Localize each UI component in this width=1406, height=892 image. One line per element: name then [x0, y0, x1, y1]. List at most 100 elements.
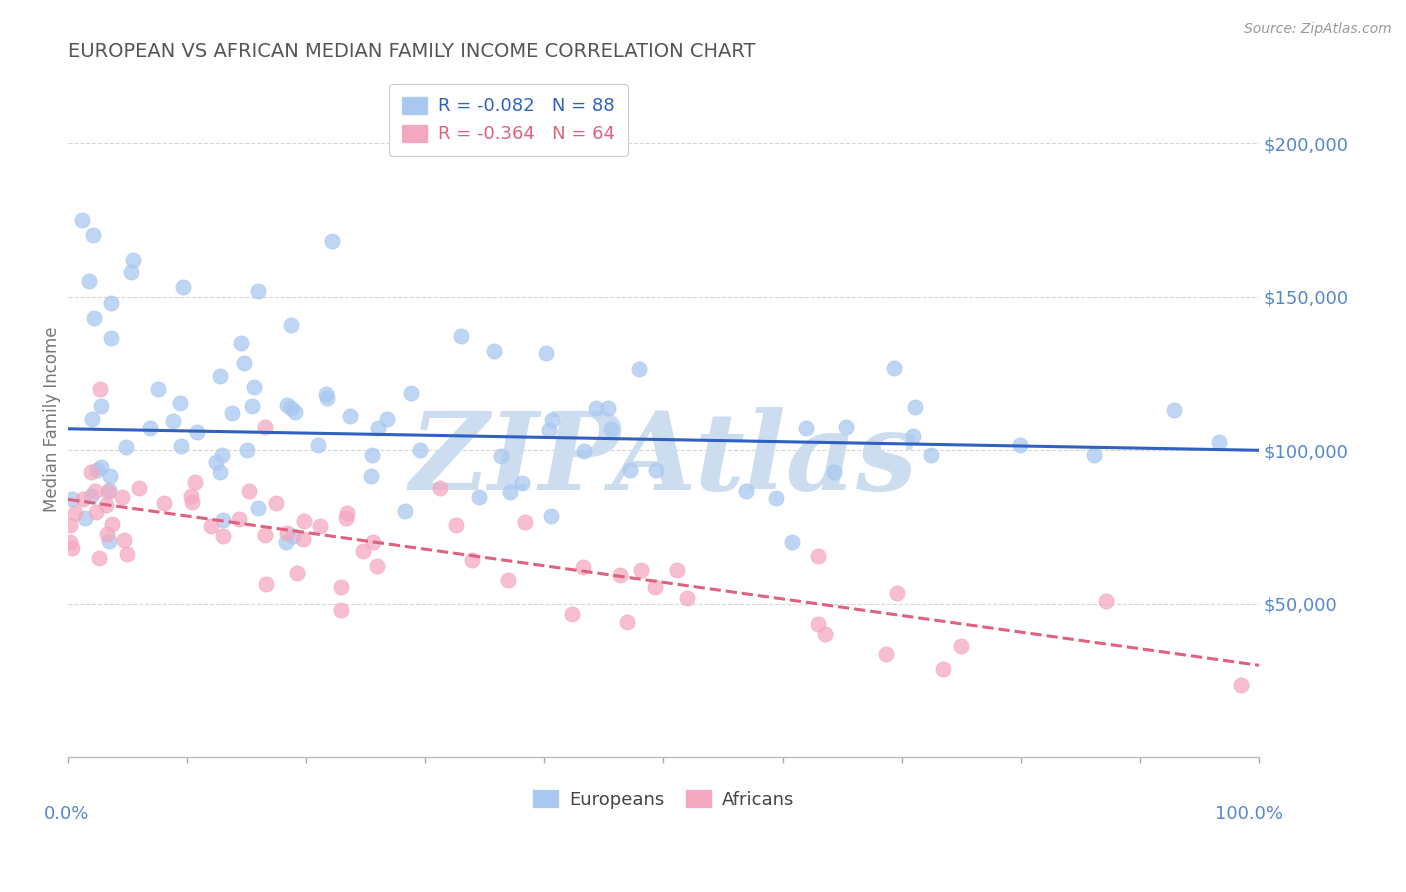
- Point: [409, 443, 432, 458]
- Point: [339, 409, 361, 423]
- Point: [72, 492, 94, 507]
- Point: [585, 401, 607, 415]
- Point: [172, 280, 194, 294]
- Point: [460, 552, 482, 566]
- Point: [496, 574, 519, 588]
- Point: [98, 534, 121, 549]
- Point: [90, 399, 112, 413]
- Point: [77, 274, 100, 288]
- Point: [280, 401, 302, 415]
- Point: [79, 465, 101, 479]
- Point: [233, 356, 256, 370]
- Point: [117, 547, 139, 561]
- Point: [794, 421, 817, 435]
- Point: [489, 449, 512, 463]
- Point: [205, 455, 228, 469]
- Text: ZIPAtlas: ZIPAtlas: [409, 407, 918, 513]
- Point: [1095, 594, 1118, 608]
- Point: [875, 648, 897, 662]
- Point: [70, 213, 93, 227]
- Point: [97, 483, 120, 497]
- Point: [1010, 438, 1032, 452]
- Point: [122, 252, 145, 267]
- Point: [253, 528, 276, 542]
- Point: [115, 440, 138, 454]
- Point: [162, 414, 184, 428]
- Point: [574, 444, 596, 458]
- Point: [1083, 448, 1105, 462]
- Point: [780, 535, 803, 549]
- Point: [200, 519, 222, 533]
- Point: [266, 496, 288, 510]
- Point: [181, 495, 204, 509]
- Point: [254, 577, 277, 591]
- Point: [97, 485, 120, 500]
- Point: [335, 511, 357, 525]
- Point: [212, 513, 235, 527]
- Point: [482, 344, 505, 359]
- Point: [292, 515, 315, 529]
- Point: [87, 550, 110, 565]
- Point: [360, 469, 382, 483]
- Point: [90, 460, 112, 475]
- Point: [1230, 678, 1253, 692]
- Point: [280, 318, 302, 332]
- Point: [619, 463, 641, 477]
- Point: [184, 475, 207, 490]
- Point: [100, 296, 122, 310]
- Point: [609, 568, 631, 582]
- Point: [444, 518, 467, 533]
- Point: [283, 529, 305, 543]
- Point: [1163, 402, 1185, 417]
- Point: [321, 235, 343, 249]
- Point: [228, 512, 250, 526]
- Point: [394, 503, 416, 517]
- Point: [450, 329, 472, 343]
- Point: [100, 331, 122, 345]
- Point: [276, 525, 298, 540]
- Text: 100.0%: 100.0%: [1215, 805, 1282, 822]
- Point: [336, 506, 359, 520]
- Point: [627, 362, 650, 376]
- Point: [236, 443, 259, 458]
- Point: [80, 412, 103, 426]
- Point: [111, 490, 134, 504]
- Point: [315, 387, 337, 401]
- Y-axis label: Median Family Income: Median Family Income: [44, 326, 60, 512]
- Point: [375, 412, 398, 426]
- Point: [221, 406, 243, 420]
- Point: [666, 563, 689, 577]
- Point: [315, 391, 337, 405]
- Point: [903, 429, 925, 443]
- Point: [180, 490, 202, 504]
- Text: 0.0%: 0.0%: [44, 805, 90, 822]
- Point: [735, 483, 758, 498]
- Point: [284, 405, 307, 419]
- Point: [246, 284, 269, 298]
- Point: [60, 491, 83, 506]
- Point: [645, 463, 668, 477]
- Point: [75, 511, 97, 525]
- Point: [146, 382, 169, 396]
- Point: [247, 500, 270, 515]
- Point: [541, 412, 564, 426]
- Point: [209, 465, 232, 479]
- Point: [169, 396, 191, 410]
- Point: [534, 346, 557, 360]
- Point: [835, 420, 858, 434]
- Point: [765, 491, 787, 505]
- Point: [330, 580, 353, 594]
- Point: [285, 566, 308, 581]
- Point: [242, 380, 264, 394]
- Point: [630, 563, 652, 577]
- Point: [599, 422, 621, 436]
- Point: [238, 484, 260, 499]
- Point: [920, 448, 942, 462]
- Point: [361, 535, 384, 549]
- Point: [515, 515, 537, 529]
- Point: [1208, 435, 1230, 450]
- Point: [83, 311, 105, 326]
- Point: [367, 420, 389, 434]
- Point: [807, 549, 830, 564]
- Point: [932, 662, 955, 676]
